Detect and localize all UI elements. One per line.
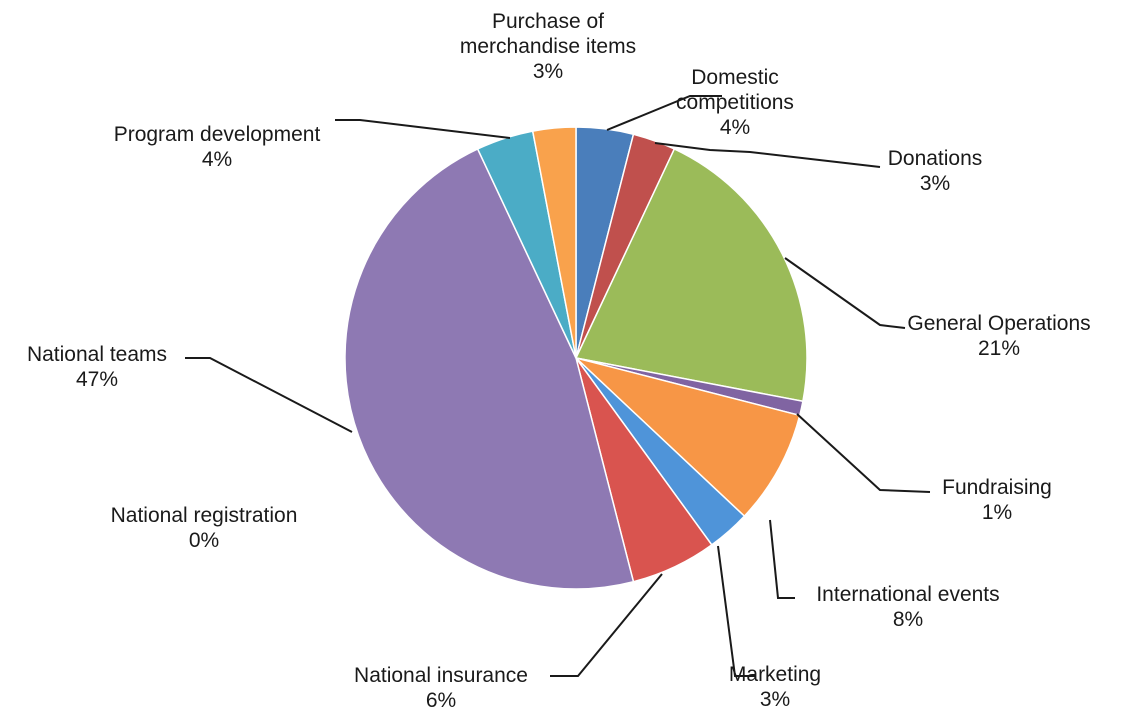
- leader-line-national-insurance: [550, 573, 663, 677]
- slice-label-national-teams: National teams 47%: [27, 343, 167, 391]
- slice-label-name: merchandise items: [460, 35, 636, 58]
- leader-line-marketing: [717, 545, 755, 677]
- slice-label-name: Fundraising: [942, 476, 1052, 499]
- slice-label-value: 3%: [533, 60, 563, 83]
- slice-label-value: 47%: [76, 368, 118, 391]
- pie-slice-general-operations: [574, 147, 808, 403]
- slice-label-name: Purchase of: [492, 10, 604, 33]
- pie-slice-national-teams: [344, 147, 635, 590]
- slice-label-national-insurance: National insurance 6%: [354, 664, 528, 712]
- slice-label-name: competitions: [676, 91, 794, 114]
- slice-label-national-registration: National registration 0%: [111, 504, 298, 552]
- leader-line-domestic-competitions: [606, 95, 722, 131]
- leader-line-donations: [654, 142, 881, 168]
- pie-slice-purchase-of-merchandise-items: [531, 126, 577, 359]
- slice-label-donations: Donations 3%: [888, 147, 983, 195]
- slice-label-value: 1%: [982, 501, 1012, 524]
- pie-slice-international-events: [575, 357, 801, 518]
- slice-labels: Domestic competitions 4%Donations 3%General…: [27, 10, 1091, 712]
- slice-label-marketing: Marketing 3%: [729, 663, 821, 711]
- slice-label-name: Program development: [114, 123, 321, 146]
- slice-label-purchase-of-merchandise-items: Purchase of merchandise items 3%: [460, 10, 636, 83]
- slice-label-name: International events: [816, 583, 999, 606]
- leader-line-international-events: [769, 519, 795, 599]
- leader-lines: [185, 95, 931, 677]
- slice-label-general-operations: General Operations 21%: [907, 312, 1090, 360]
- slice-label-international-events: International events 8%: [816, 583, 999, 631]
- slice-label-name: National registration: [111, 504, 298, 527]
- slice-label-value: 3%: [920, 172, 950, 195]
- slice-label-name: General Operations: [907, 312, 1090, 335]
- slice-label-program-development: Program development 4%: [114, 123, 321, 171]
- slice-label-value: 4%: [202, 148, 232, 171]
- leader-line-program-development: [335, 119, 511, 139]
- slice-label-name: Domestic: [691, 66, 779, 89]
- slice-label-name: Donations: [888, 147, 983, 170]
- slice-label-value: 8%: [893, 608, 923, 631]
- slice-label-value: 0%: [189, 529, 219, 552]
- leader-line-national-teams: [185, 357, 353, 433]
- slice-label-fundraising: Fundraising 1%: [942, 476, 1052, 524]
- pie-slices: [344, 126, 808, 590]
- slice-label-value: 4%: [720, 116, 750, 139]
- slice-label-value: 3%: [760, 688, 790, 711]
- slice-label-value: 6%: [426, 689, 456, 712]
- slice-label-domestic-competitions: Domestic competitions 4%: [676, 66, 794, 139]
- slice-label-name: National insurance: [354, 664, 528, 687]
- leader-line-general-operations: [784, 257, 906, 329]
- slice-label-name: Marketing: [729, 663, 821, 686]
- slice-label-value: 21%: [978, 337, 1020, 360]
- leader-line-fundraising: [796, 413, 931, 493]
- slice-label-name: National teams: [27, 343, 167, 366]
